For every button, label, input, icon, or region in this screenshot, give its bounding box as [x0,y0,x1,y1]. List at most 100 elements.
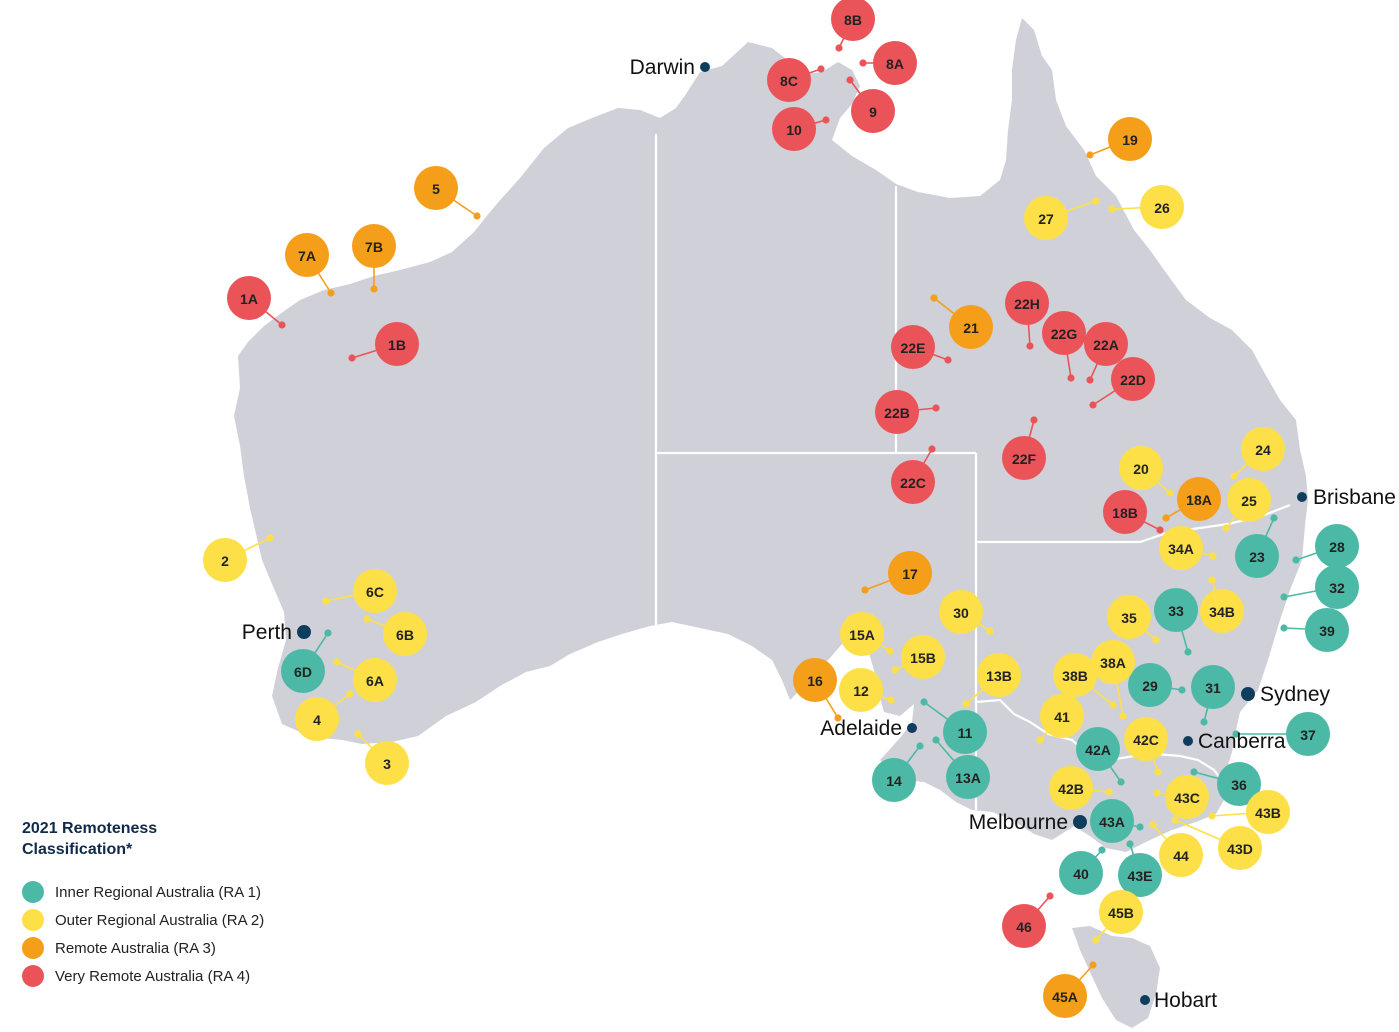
site-circle-42a[interactable] [1076,727,1120,771]
site-circle-22f[interactable] [1002,436,1046,480]
site-marker-5[interactable]: 5 [414,166,458,210]
site-circle-29[interactable] [1128,663,1172,707]
site-marker-34b[interactable]: 34B [1200,589,1244,633]
site-circle-22g[interactable] [1042,311,1086,355]
site-marker-39[interactable]: 39 [1305,608,1349,652]
site-marker-8b[interactable]: 8B [831,0,875,41]
site-circle-24[interactable] [1241,427,1285,471]
site-marker-46[interactable]: 46 [1002,904,1046,948]
site-marker-42a[interactable]: 42A [1076,727,1120,771]
site-marker-38a[interactable]: 38A [1091,640,1135,684]
site-circle-42c[interactable] [1124,717,1168,761]
site-circle-5[interactable] [414,166,458,210]
site-circle-22d[interactable] [1111,357,1155,401]
site-marker-24[interactable]: 24 [1241,427,1285,471]
site-marker-16[interactable]: 16 [793,658,837,702]
site-marker-4[interactable]: 4 [295,697,339,741]
site-marker-44[interactable]: 44 [1159,833,1203,877]
site-circle-43a[interactable] [1090,799,1134,843]
site-circle-18b[interactable] [1103,490,1147,534]
site-circle-21[interactable] [949,305,993,349]
site-marker-19[interactable]: 19 [1108,117,1152,161]
site-circle-32[interactable] [1315,565,1359,609]
site-circle-14[interactable] [872,758,916,802]
site-circle-23[interactable] [1235,534,1279,578]
site-circle-39[interactable] [1305,608,1349,652]
site-marker-7a[interactable]: 7A [285,233,329,277]
site-circle-28[interactable] [1315,524,1359,568]
site-circle-7b[interactable] [352,224,396,268]
site-marker-23[interactable]: 23 [1235,534,1279,578]
site-circle-33[interactable] [1154,588,1198,632]
site-circle-43c[interactable] [1165,775,1209,819]
site-circle-4[interactable] [295,697,339,741]
site-circle-37[interactable] [1286,712,1330,756]
site-circle-22e[interactable] [891,325,935,369]
site-marker-18a[interactable]: 18A [1177,477,1221,521]
site-circle-41[interactable] [1040,694,1084,738]
site-circle-46[interactable] [1002,904,1046,948]
site-marker-43b[interactable]: 43B [1246,790,1290,834]
site-circle-34b[interactable] [1200,589,1244,633]
site-marker-14[interactable]: 14 [872,758,916,802]
site-marker-30[interactable]: 30 [939,590,983,634]
site-marker-36[interactable]: 36 [1217,762,1261,806]
site-circle-8b[interactable] [831,0,875,41]
site-circle-43e[interactable] [1118,853,1162,897]
site-marker-42c[interactable]: 42C [1124,717,1168,761]
site-marker-13b[interactable]: 13B [977,653,1021,697]
site-marker-11[interactable]: 11 [943,710,987,754]
site-circle-19[interactable] [1108,117,1152,161]
site-circle-35[interactable] [1107,595,1151,639]
site-circle-22h[interactable] [1005,281,1049,325]
site-circle-27[interactable] [1024,196,1068,240]
site-marker-22c[interactable]: 22C [891,460,935,504]
site-marker-35[interactable]: 35 [1107,595,1151,639]
site-circle-1a[interactable] [227,276,271,320]
site-marker-40[interactable]: 40 [1059,851,1103,895]
site-circle-43b[interactable] [1246,790,1290,834]
site-marker-26[interactable]: 26 [1140,185,1184,229]
site-circle-40[interactable] [1059,851,1103,895]
site-marker-21[interactable]: 21 [949,305,993,349]
site-marker-43a[interactable]: 43A [1090,799,1134,843]
site-circle-6a[interactable] [353,658,397,702]
site-marker-27[interactable]: 27 [1024,196,1068,240]
site-marker-25[interactable]: 25 [1227,478,1271,522]
site-marker-6d[interactable]: 6D [281,649,325,693]
site-marker-43d[interactable]: 43D [1218,826,1262,870]
site-marker-6a[interactable]: 6A [353,658,397,702]
site-marker-7b[interactable]: 7B [352,224,396,268]
site-circle-6b[interactable] [383,612,427,656]
site-circle-38a[interactable] [1091,640,1135,684]
site-marker-22g[interactable]: 22G [1042,311,1086,355]
site-circle-7a[interactable] [285,233,329,277]
site-marker-12[interactable]: 12 [839,668,883,712]
site-circle-36[interactable] [1217,762,1261,806]
site-marker-22f[interactable]: 22F [1002,436,1046,480]
site-circle-15b[interactable] [901,635,945,679]
site-circle-22c[interactable] [891,460,935,504]
site-circle-45b[interactable] [1099,890,1143,934]
site-circle-44[interactable] [1159,833,1203,877]
site-marker-31[interactable]: 31 [1191,665,1235,709]
site-marker-6c[interactable]: 6C [353,569,397,613]
site-marker-15b[interactable]: 15B [901,635,945,679]
site-marker-29[interactable]: 29 [1128,663,1172,707]
site-circle-20[interactable] [1119,446,1163,490]
site-marker-9[interactable]: 9 [851,89,895,133]
site-marker-20[interactable]: 20 [1119,446,1163,490]
site-marker-42b[interactable]: 42B [1049,766,1093,810]
site-circle-43d[interactable] [1218,826,1262,870]
site-circle-6d[interactable] [281,649,325,693]
site-marker-1a[interactable]: 1A [227,276,271,320]
site-marker-22b[interactable]: 22B [875,390,919,434]
site-circle-25[interactable] [1227,478,1271,522]
site-marker-22a[interactable]: 22A [1084,322,1128,366]
site-marker-22h[interactable]: 22H [1005,281,1049,325]
site-marker-37[interactable]: 37 [1286,712,1330,756]
site-circle-34a[interactable] [1159,526,1203,570]
site-marker-45b[interactable]: 45B [1099,890,1143,934]
site-marker-10[interactable]: 10 [772,107,816,151]
site-circle-15a[interactable] [840,612,884,656]
